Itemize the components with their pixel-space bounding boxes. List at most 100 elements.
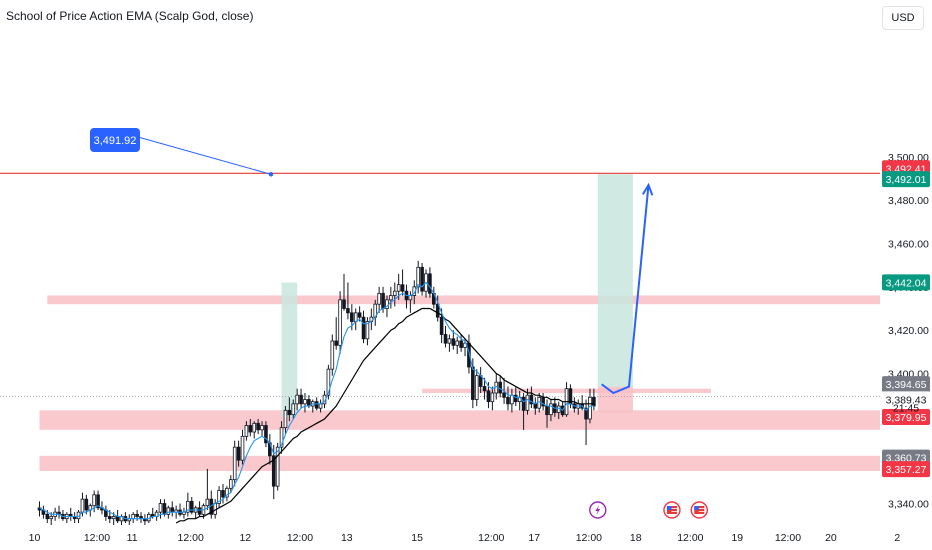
candle-body: [170, 507, 175, 513]
ema-slow-line: [175, 307, 594, 524]
candle-body: [252, 422, 257, 433]
candle-body: [279, 427, 284, 448]
supply-demand-zone: [39, 455, 880, 472]
supply-demand-zone: [39, 410, 880, 430]
candle-body: [96, 494, 100, 509]
candle-body: [217, 490, 221, 504]
projection-arrow: [601, 184, 650, 395]
candle-body: [299, 394, 303, 405]
candle-body: [584, 407, 588, 420]
y-axis-tick-label: 3,480.00: [888, 195, 929, 207]
candle-body: [400, 284, 405, 292]
candle-body: [225, 487, 229, 498]
callout-anchor: [268, 172, 274, 177]
candle-body: [260, 425, 264, 431]
candle-body: [330, 340, 335, 370]
x-axis-tick-label: 13: [341, 532, 353, 544]
x-axis-tick-label: 12: [239, 532, 251, 544]
price-callout-label: 3,491.92: [94, 135, 137, 147]
indicator-title: School of Price Action EMA (Scalp God, c…: [6, 9, 254, 23]
x-axis-tick-label: 12:00: [178, 532, 204, 544]
candle-body: [451, 338, 456, 346]
candle-body: [271, 455, 276, 487]
price-axis-tag: [882, 391, 930, 408]
candle-body: [396, 284, 401, 292]
candle-body: [482, 386, 487, 392]
x-axis-tick-label: 11: [127, 532, 138, 544]
x-axis-tick-label: 12:00: [478, 532, 504, 544]
arrow-head: [641, 182, 654, 196]
candle-body: [439, 316, 444, 335]
candle-body: [506, 396, 510, 405]
candle-body: [346, 308, 350, 314]
candle-body: [326, 368, 331, 396]
candle-body: [303, 399, 307, 405]
candle-body: [291, 403, 296, 416]
candle-body: [111, 516, 116, 520]
supply-demand-zone: [47, 295, 880, 305]
x-axis-tick-label: 17: [528, 532, 540, 544]
candle-body: [80, 498, 85, 513]
candle-body: [197, 507, 202, 515]
y-axis-tick-label: 3,420.00: [888, 325, 929, 337]
flag-canton: [694, 506, 699, 510]
candle-body: [435, 303, 440, 318]
candle-body: [248, 425, 253, 433]
candle-body: [490, 392, 495, 403]
price-axis-tag-label: 3,389.43: [886, 394, 927, 406]
candle-body: [357, 312, 362, 318]
candle-body: [549, 403, 553, 416]
candle-body: [131, 513, 135, 520]
candle-body: [189, 500, 194, 513]
candle-body: [115, 516, 120, 522]
candle-body: [377, 292, 381, 305]
candle-body: [588, 396, 592, 420]
flag-canton: [666, 506, 672, 510]
candle-body: [389, 295, 393, 301]
x-axis-tick-label: 12:00: [576, 532, 602, 544]
candle-body: [205, 498, 210, 507]
price-axis-tag-label: 3,492.01: [886, 174, 927, 186]
candle-body: [318, 403, 323, 409]
price-axis-tag-label: 3,394.65: [886, 379, 927, 391]
lightning-glyph: [595, 505, 601, 515]
supply-demand-zone: [597, 386, 633, 413]
x-axis-tick-label: 12:00: [775, 532, 801, 544]
candle-body: [350, 312, 354, 322]
candle-body: [525, 394, 530, 411]
candle-body: [338, 299, 342, 346]
candle-body: [283, 409, 288, 429]
flag-stripes: [694, 506, 705, 514]
x-axis-tick-label: 20: [825, 532, 837, 544]
candle-body: [264, 425, 268, 444]
candle-countdown: 21:45: [893, 402, 919, 414]
candle-body: [107, 516, 112, 520]
price-callout: [90, 128, 140, 152]
candle-body: [459, 340, 463, 348]
price-axis-tag: [882, 408, 930, 425]
candle-body: [381, 292, 385, 309]
candle-body: [314, 401, 319, 409]
candle-body: [416, 266, 420, 288]
candle-body: [166, 507, 171, 515]
candle-body: [135, 513, 139, 517]
target-zone: [597, 174, 633, 387]
flag-stripes: [666, 506, 677, 514]
candle-body: [592, 396, 596, 407]
candle-body: [334, 340, 339, 346]
candle-body: [186, 500, 190, 513]
candle-body: [428, 273, 432, 294]
candle-body: [510, 394, 514, 405]
candle-body: [529, 394, 534, 405]
candle-body: [447, 338, 452, 344]
currency-selector[interactable]: USD: [882, 6, 924, 30]
candle-body: [49, 516, 54, 520]
candle-body: [84, 498, 89, 511]
candle-body: [45, 513, 50, 520]
candle-body: [474, 375, 479, 400]
candle-body: [408, 295, 413, 301]
candle-body: [471, 366, 475, 400]
x-axis-tick-label: 19: [731, 532, 743, 544]
y-axis-tick-label: 3,460.00: [888, 239, 929, 251]
